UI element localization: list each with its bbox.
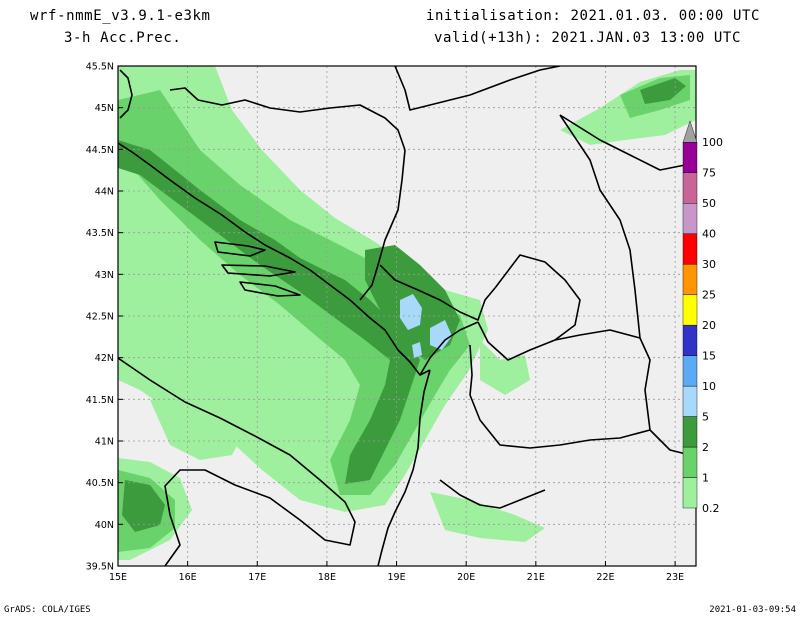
colorbar-label-0: 0.2 <box>702 502 720 515</box>
coastline-albania <box>377 369 431 566</box>
colorbar-label-7: 25 <box>702 289 716 302</box>
initialisation-time: initialisation: 2021.01.03. 00:00 UTC <box>426 8 761 24</box>
island-2 <box>221 264 296 277</box>
border-serbia-romania <box>394 66 561 111</box>
lat-tick-label-1: 40N <box>95 520 114 531</box>
lon-tick-label-8: 23E <box>666 572 684 583</box>
colorbar-label-8: 30 <box>702 258 716 271</box>
precip-area-southern-albania <box>430 492 545 542</box>
precip-area-northeast-2 <box>640 78 686 104</box>
lon-tick-label-1: 16E <box>179 572 197 583</box>
colorbar-swatch-0 <box>682 477 698 509</box>
border-serbia-montenegro <box>379 264 496 321</box>
grads-credit: GrADS: COLA/IGES <box>4 605 91 615</box>
border-montenegro-albania <box>419 321 479 376</box>
colorbar-swatch-8 <box>682 233 698 265</box>
colorbar-swatch-10 <box>682 172 698 204</box>
lat-tick-label-8: 43.5N <box>86 228 114 239</box>
lat-tick-label-4: 41.5N <box>86 395 114 406</box>
colorbar-swatch-6 <box>682 294 698 326</box>
border-serbia-bulgaria <box>559 114 641 339</box>
lon-tick-label-5: 20E <box>457 572 475 583</box>
colorbar-swatch-5 <box>682 324 698 356</box>
colorbar-swatch-4 <box>682 355 698 387</box>
lat-tick-label-12: 45.5N <box>86 62 114 73</box>
colorbar-label-3: 5 <box>702 411 709 424</box>
lat-tick-label-6: 42.5N <box>86 312 114 323</box>
border-bosnia-east <box>359 149 406 301</box>
coordinate-grid <box>118 66 696 566</box>
border-macedonia-north <box>554 329 641 341</box>
colorbar-label-6: 20 <box>702 319 716 332</box>
colorbar-label-9: 40 <box>702 228 716 241</box>
precip-area-dinaric <box>118 140 420 484</box>
colorbar-swatch-12 <box>682 120 698 143</box>
latitude-ticks: 39.5N 40N 40.5N 41N 41.5N 42N 42.5N 43N 43.5N 44N… <box>86 62 123 573</box>
border-albania-south <box>439 479 546 509</box>
precip-area-sea-band <box>150 390 245 460</box>
lat-tick-label-2: 40.5N <box>86 478 114 489</box>
precip-area-heavy-2 <box>430 320 452 350</box>
model-name: wrf-nmmE_v3.9.1-e3km <box>30 8 211 24</box>
colorbar-label-5: 15 <box>702 350 716 363</box>
lon-tick-label-4: 19E <box>388 572 406 583</box>
island-3 <box>239 281 301 297</box>
field-name: 3-h Acc.Prec. <box>64 30 182 46</box>
border-macedonia-south <box>469 394 651 449</box>
lat-tick-label-9: 44N <box>95 187 114 198</box>
precip-area-kosovo <box>480 340 530 395</box>
lon-tick-label-2: 17E <box>248 572 266 583</box>
lon-tick-label-6: 21E <box>527 572 545 583</box>
precip-area-heavy-3 <box>412 342 422 358</box>
colorbar-label-11: 75 <box>702 167 716 180</box>
island-1 <box>214 241 266 257</box>
coastlines-and-borders <box>118 66 696 566</box>
valid-time: valid(+13h): 2021.JAN.03 13:00 UTC <box>434 30 741 46</box>
colorbar-swatch-7 <box>682 263 698 295</box>
colorbar-swatch-11 <box>682 142 698 173</box>
coastline-italy <box>118 357 356 566</box>
lat-tick-label-0: 39.5N <box>86 562 114 573</box>
generation-timestamp: 2021-01-03-09:54 <box>709 605 796 615</box>
coastline-istria <box>119 69 133 119</box>
lon-tick-label-0: 15E <box>109 572 127 583</box>
precip-area-italy-2 <box>122 480 165 532</box>
colorbar-label-2: 2 <box>702 441 709 454</box>
border-bosnia-north <box>169 87 406 151</box>
coastline-croatia <box>118 142 431 376</box>
border-kosovo <box>477 254 581 361</box>
lon-tick-label-3: 18E <box>318 572 336 583</box>
lat-tick-label-5: 42N <box>95 353 114 364</box>
border-bulgaria <box>639 337 691 456</box>
colorbar-label-10: 50 <box>702 197 716 210</box>
lat-tick-label-3: 41N <box>95 437 114 448</box>
longitude-ticks: 15E 16E 17E 18E 19E 20E 21E 22E 23E <box>109 561 684 583</box>
colorbar-swatch-9 <box>682 202 698 234</box>
lat-tick-label-7: 43N <box>95 270 114 281</box>
precip-area-heavy-1 <box>400 294 422 330</box>
colorbar-swatch-2 <box>682 416 698 448</box>
lat-tick-label-10: 44.5N <box>86 145 114 156</box>
border-albania-east <box>469 344 473 396</box>
precipitation-field <box>118 66 696 560</box>
colorbar-label-4: 10 <box>702 380 716 393</box>
colorbar-label-12: 100 <box>702 136 723 149</box>
lat-tick-label-11: 45N <box>95 103 114 114</box>
colorbar-label-1: 1 <box>702 472 709 485</box>
lon-tick-label-7: 22E <box>596 572 614 583</box>
colorbar-swatch-3 <box>682 385 698 417</box>
colorbar-swatch-1 <box>682 446 698 478</box>
